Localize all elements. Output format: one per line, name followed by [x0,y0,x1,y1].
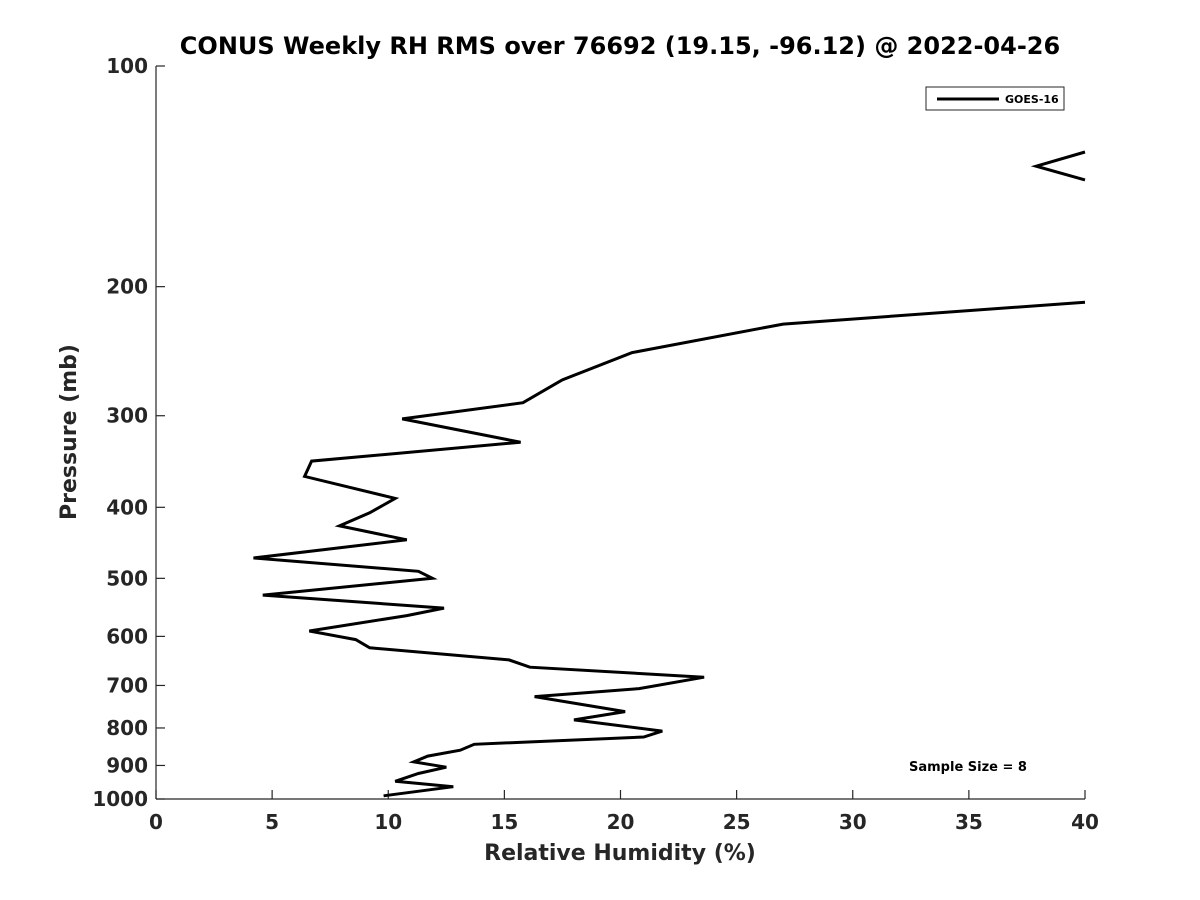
series-line-goes-16-segment-1 [1030,150,1086,182]
x-tick-label: 20 [607,810,635,834]
y-tick-label: 700 [106,673,148,697]
x-tick-label: 0 [149,810,163,834]
y-axis-label: Pressure (mb) [57,344,82,520]
legend: GOES-16 [925,86,1065,111]
y-tick-label: 100 [106,54,148,78]
y-tick-label: 500 [106,566,148,590]
x-axis-label: Relative Humidity (%) [484,841,756,866]
x-ticks: 0 5 10 15 20 25 30 35 40 [149,790,1099,834]
x-tick-label: 30 [839,810,867,834]
y-tick-label: 400 [106,495,148,519]
x-tick-label: 5 [265,810,279,834]
x-tick-label: 25 [723,810,751,834]
y-ticks: 100 200 300 400 500 600 700 800 900 1000 [92,54,165,811]
x-tick-label: 15 [490,810,518,834]
x-tick-label: 40 [1071,810,1099,834]
legend-label-goes-16: GOES-16 [1005,93,1059,106]
y-tick-label: 900 [106,753,148,777]
x-tick-label: 10 [374,810,402,834]
series-line-goes-16-segment-2 [253,300,1086,798]
chart-title: CONUS Weekly RH RMS over 76692 (19.15, -… [180,32,1060,60]
y-tick-label: 1000 [92,787,148,811]
x-tick-label: 35 [955,810,983,834]
sample-size-annotation: Sample Size = 8 [909,760,1027,775]
y-tick-label: 300 [106,404,148,428]
y-tick-label: 200 [106,275,148,299]
series-group [253,150,1086,798]
y-tick-label: 800 [106,716,148,740]
y-tick-label: 600 [106,624,148,648]
